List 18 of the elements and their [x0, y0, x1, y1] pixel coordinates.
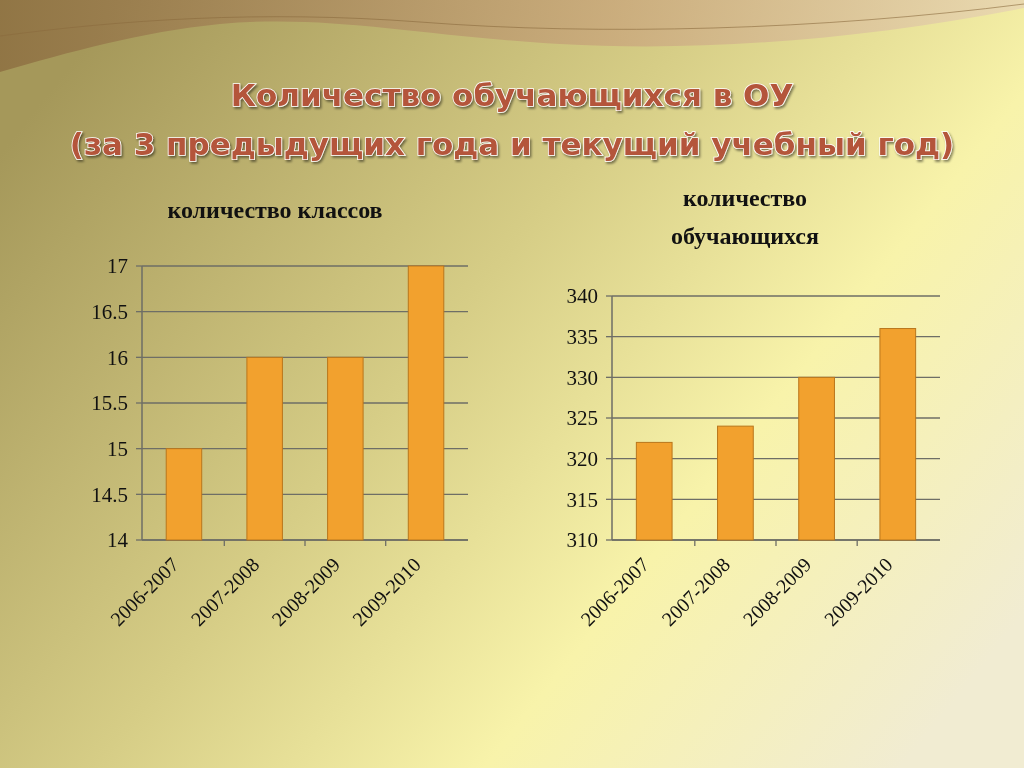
y-tick-label: 15.5 — [91, 391, 128, 416]
y-tick-label: 310 — [566, 528, 598, 553]
y-tick-label: 330 — [566, 365, 598, 390]
y-tick-label: 325 — [566, 406, 598, 431]
y-tick-label: 320 — [566, 447, 598, 472]
y-tick-label: 17 — [107, 254, 128, 279]
y-tick-label: 335 — [566, 325, 598, 350]
chart-title: количество классов — [167, 197, 383, 223]
y-tick-label: 16.5 — [91, 300, 128, 325]
y-tick-label: 315 — [566, 487, 598, 512]
y-tick-label: 14 — [107, 528, 129, 553]
y-tick-label: 16 — [107, 345, 128, 370]
chart-title: количество обучающихся — [671, 185, 820, 249]
y-tick-label: 15 — [107, 437, 128, 462]
y-tick-label: 340 — [566, 284, 598, 309]
text: (за 3 предыдущих года и текущий учебный год) — [69, 126, 955, 162]
y-tick-label: 14.5 — [91, 482, 128, 507]
text: Количество обучающихся в ОУ — [230, 77, 794, 113]
